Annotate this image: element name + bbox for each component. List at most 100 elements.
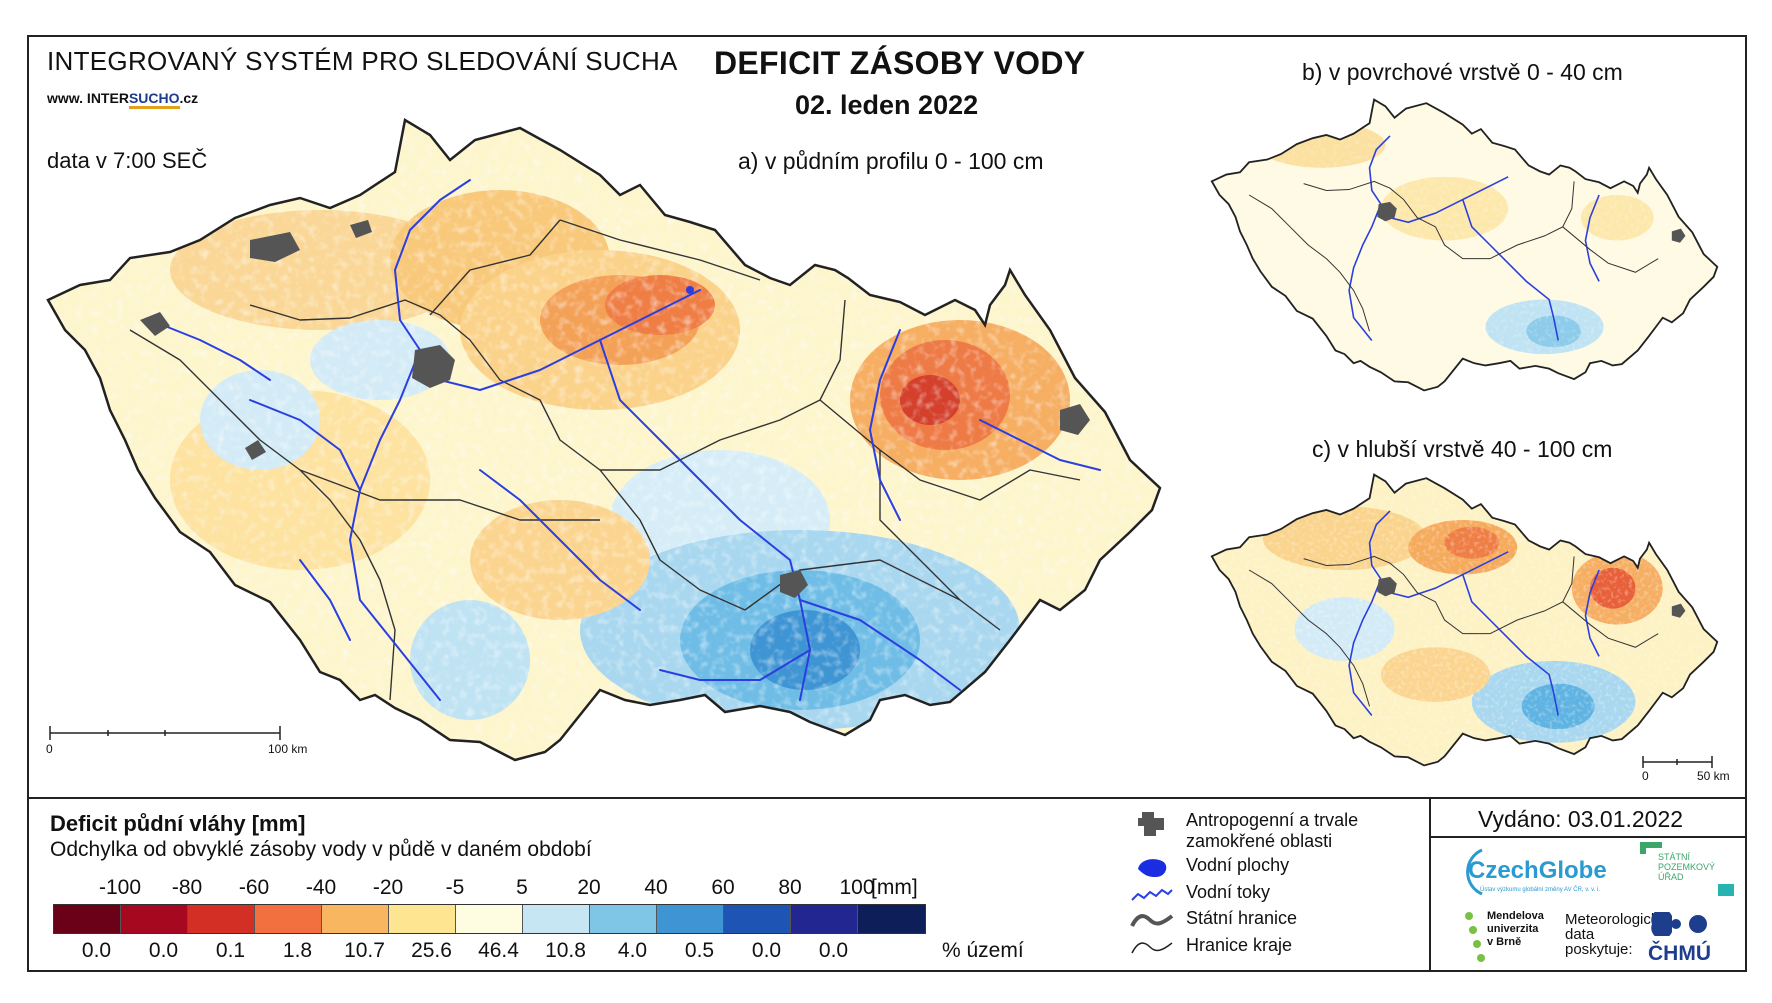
legend-swatch — [54, 905, 121, 933]
website-prefix: www. INTER — [47, 90, 129, 106]
legend-swatch — [456, 905, 523, 933]
legend-swatch — [590, 905, 657, 933]
legend-tick-label: -5 — [445, 876, 465, 899]
website-suffix: .cz — [179, 90, 199, 106]
map-b — [1210, 98, 1719, 392]
water-body-icon — [1138, 859, 1167, 877]
legend-percentage: 25.6 — [411, 939, 452, 962]
legend-percentage: 0.5 — [684, 939, 715, 962]
mendel-line-2: univerzita — [1487, 923, 1539, 935]
system-title: INTEGROVANÝ SYSTÉM PRO SLEDOVÁNÍ SUCHA — [47, 46, 678, 76]
map-b-caption: b) v povrchové vrstvě 0 - 40 cm — [1302, 59, 1623, 85]
legend-tick-label: 20 — [577, 876, 601, 899]
legend-title: Deficit půdní vláhy [mm] — [50, 811, 306, 836]
main-title: DEFICIT ZÁSOBY VODY — [714, 45, 1086, 81]
legend-percentage: 46.4 — [478, 939, 519, 962]
legend-swatch — [121, 905, 188, 933]
urban-area-icon — [1138, 812, 1164, 836]
urban-label-1: Antropogenní a trvale — [1186, 810, 1359, 830]
mendel-line-1: Mendelova — [1487, 910, 1544, 922]
legend-percentage: 0.0 — [81, 939, 112, 962]
legend-water-body: Vodní plochy — [1130, 855, 1289, 881]
color-scale — [53, 904, 926, 934]
state-border-label: Státní hranice — [1186, 908, 1298, 928]
spu-logo: STÁTNÍ POZEMKOVÝ ÚŘAD — [1658, 852, 1715, 882]
chmu-logo: ČHMÚ — [1648, 942, 1711, 965]
legend-swatch — [523, 905, 590, 933]
legend-tick-label: 80 — [778, 876, 802, 899]
legend-swatch — [791, 905, 858, 933]
legend-river: Vodní toky — [1130, 882, 1270, 908]
spu-line-3: ÚŘAD — [1658, 872, 1684, 882]
legend-tick-label: -40 — [305, 876, 337, 899]
meteo-line-1: Meteorologická — [1565, 911, 1667, 928]
spu-logo-icon — [1640, 842, 1734, 896]
scale-bar-small — [1642, 756, 1713, 768]
mendel-line-3: v Brně — [1487, 936, 1522, 948]
urban-label-2: zamokřené oblasti — [1186, 831, 1333, 851]
legend-region-border: Hranice kraje — [1130, 935, 1292, 961]
legend-percentage: 0.1 — [215, 939, 246, 962]
map-c-caption: c) v hlubší vrstvě 40 - 100 cm — [1312, 436, 1613, 462]
legend-percentage: 0.0 — [818, 939, 849, 962]
legend-tick-label: 5 — [516, 876, 528, 899]
meteo-line-2: data — [1565, 926, 1595, 943]
legend-urban-area: Antropogenní a trvale zamokřené oblasti — [1130, 810, 1358, 852]
data-time: data v 7:00 SEČ — [47, 148, 208, 173]
issued-divider — [1429, 836, 1747, 838]
meteo-data-provider: Meteorologická data poskytuje: — [1565, 912, 1667, 957]
legend-tick-label: -60 — [238, 876, 270, 899]
legend-tick-label: -20 — [372, 876, 404, 899]
legend-tick-label: 60 — [711, 876, 735, 899]
legend-tick-label: -80 — [171, 876, 203, 899]
state-border-icon — [1130, 914, 1174, 927]
czechglobe-subtitle: Ústav výzkumu globální změny AV ČR, v. v… — [1480, 887, 1601, 893]
website-brand: SUCHO — [128, 90, 180, 109]
legend-percentage: 10.8 — [545, 939, 586, 962]
legend-state-border: Státní hranice — [1130, 908, 1297, 934]
legend-swatch — [858, 905, 925, 933]
legend-tick-label: 40 — [644, 876, 668, 899]
legend-divider — [27, 797, 1747, 799]
region-border-icon — [1131, 942, 1173, 954]
river-label: Vodní toky — [1186, 882, 1271, 902]
legend-percentage: 0.0 — [148, 939, 179, 962]
legend-percentage: 0.0 — [751, 939, 782, 962]
legend-tick-unit: [mm] — [871, 876, 918, 899]
legend-percentage: 1.8 — [282, 939, 313, 962]
mendel-logo-icon — [1465, 912, 1485, 962]
region-border-label: Hranice kraje — [1186, 935, 1293, 955]
percent-unit: % území — [942, 939, 1024, 962]
scale-bar-main — [49, 726, 281, 740]
legend-percentage: 4.0 — [617, 939, 648, 962]
legend-swatch — [255, 905, 322, 933]
river-icon — [1131, 888, 1173, 901]
scale-small-end: 50 km — [1697, 769, 1730, 783]
water-body-label: Vodní plochy — [1186, 855, 1290, 875]
map-a-caption: a) v půdním profilu 0 - 100 cm — [738, 148, 1044, 174]
meteo-line-3: poskytuje: — [1565, 941, 1633, 958]
legend-tick-label: 100 — [839, 876, 875, 899]
issuer-divider — [1429, 797, 1431, 972]
scale-main-start: 0 — [46, 742, 53, 756]
legend-percentage: 10.7 — [344, 939, 385, 962]
spu-line-1: STÁTNÍ — [1658, 852, 1691, 862]
legend-swatch — [389, 905, 456, 933]
spu-line-2: POZEMKOVÝ — [1658, 862, 1716, 872]
issued-date: Vydáno: 03.01.2022 — [1478, 806, 1684, 832]
legend-tick-label: -100 — [98, 876, 142, 899]
scale-small-start: 0 — [1642, 769, 1649, 783]
legend-subtitle: Odchylka od obvyklé zásoby vody v půdě v… — [50, 838, 592, 861]
legend-swatch — [724, 905, 791, 933]
czechglobe-logo-icon — [1466, 848, 1483, 896]
czechglobe-logo: CzechGlobe — [1468, 857, 1607, 884]
legend-swatch — [322, 905, 389, 933]
scale-main-end: 100 km — [268, 742, 308, 756]
chmu-logo-icon — [1651, 912, 1707, 936]
legend-swatch — [188, 905, 255, 933]
mendel-logo: Mendelova univerzita v Brně — [1487, 910, 1544, 949]
legend-swatch — [657, 905, 724, 933]
website-link[interactable]: www. INTERSUCHO.cz — [47, 90, 199, 109]
map-date: 02. leden 2022 — [795, 90, 979, 120]
